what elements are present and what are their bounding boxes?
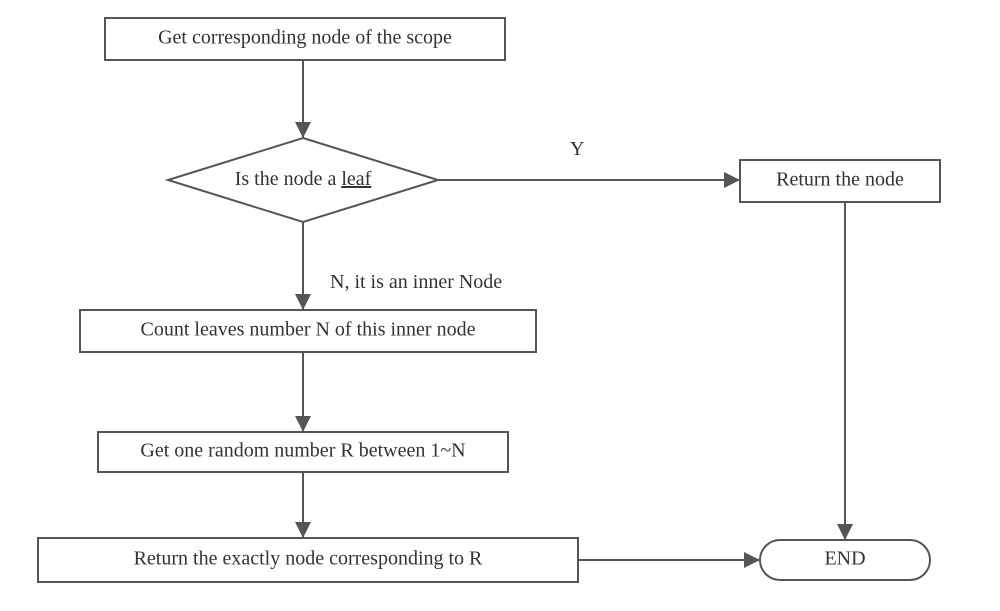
flowchart-canvas: Y N, it is an inner Node Get corresponding…	[0, 0, 1000, 611]
flow-box-label: Return the exactly node corresponding to…	[134, 548, 483, 570]
edge-label: Y	[570, 138, 584, 160]
flow-decision-label: Is the node a leaf	[235, 168, 372, 190]
edge-label: N, it is an inner Node	[330, 271, 502, 293]
flow-box-label: Get one random number R between 1~N	[140, 440, 465, 462]
flow-box-label: Return the node	[776, 169, 904, 191]
flow-terminator-label: END	[824, 548, 865, 570]
flow-box-label: Count leaves number N of this inner node	[141, 319, 476, 341]
flow-box-label: Get corresponding node of the scope	[158, 27, 452, 49]
